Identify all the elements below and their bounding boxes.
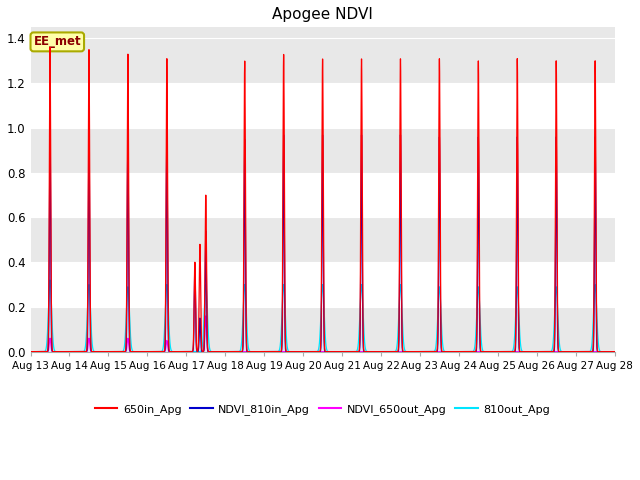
Bar [31,173,614,217]
Title: Apogee NDVI: Apogee NDVI [272,7,373,22]
Bar [31,83,614,128]
Text: EE_met: EE_met [33,36,81,48]
Bar [31,262,614,307]
Legend: 650in_Apg, NDVI_810in_Apg, NDVI_650out_Apg, 810out_Apg: 650in_Apg, NDVI_810in_Apg, NDVI_650out_A… [91,399,554,419]
